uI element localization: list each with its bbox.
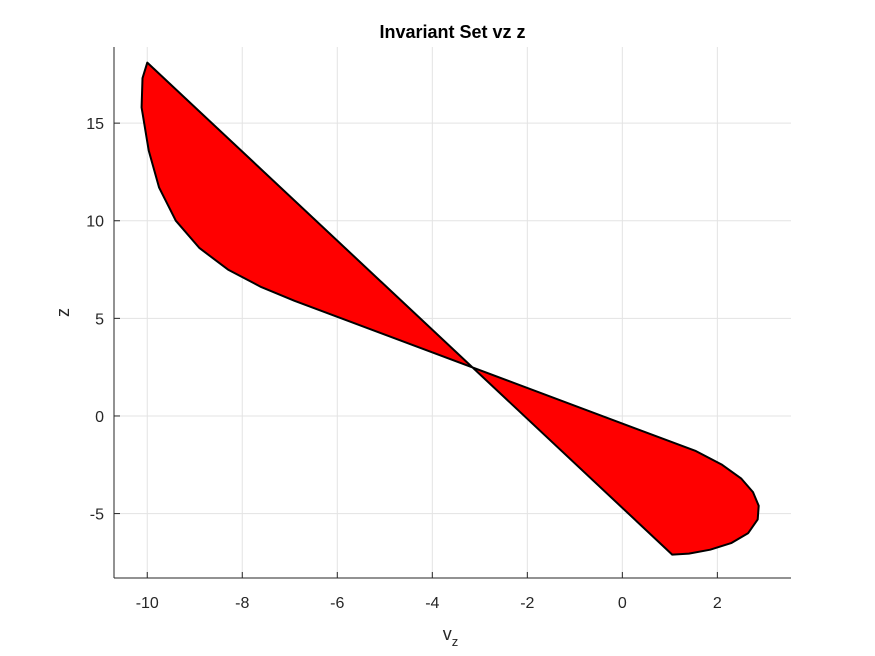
axes: [113, 47, 791, 579]
chart-title: Invariant Set vz z: [379, 22, 525, 42]
x-tick-label: -4: [425, 595, 439, 612]
y-tick-label: 15: [86, 116, 104, 133]
y-tick-label: -5: [90, 507, 104, 524]
y-tick-label: 10: [86, 214, 104, 231]
x-tick-label: 2: [713, 595, 722, 612]
x-axis-label-main: v: [443, 624, 452, 644]
x-axis-label: vz: [443, 624, 459, 649]
invariant-set-region: [140, 61, 760, 556]
x-axis-label-subscript: z: [452, 634, 459, 649]
y-tick-label: 0: [95, 409, 104, 426]
x-tick-label: -2: [520, 595, 534, 612]
region-layer: [140, 61, 760, 556]
x-tick-label: -6: [330, 595, 344, 612]
x-tick-label: 0: [618, 595, 627, 612]
y-axis-label: z: [53, 308, 73, 317]
y-tick-label: 5: [95, 311, 104, 328]
x-tick-label: -8: [235, 595, 249, 612]
x-tick-label: -10: [136, 595, 159, 612]
tick-labels: -10 -8 -6 -4 -2 0 2 -5 0 5 10 15: [86, 116, 722, 612]
